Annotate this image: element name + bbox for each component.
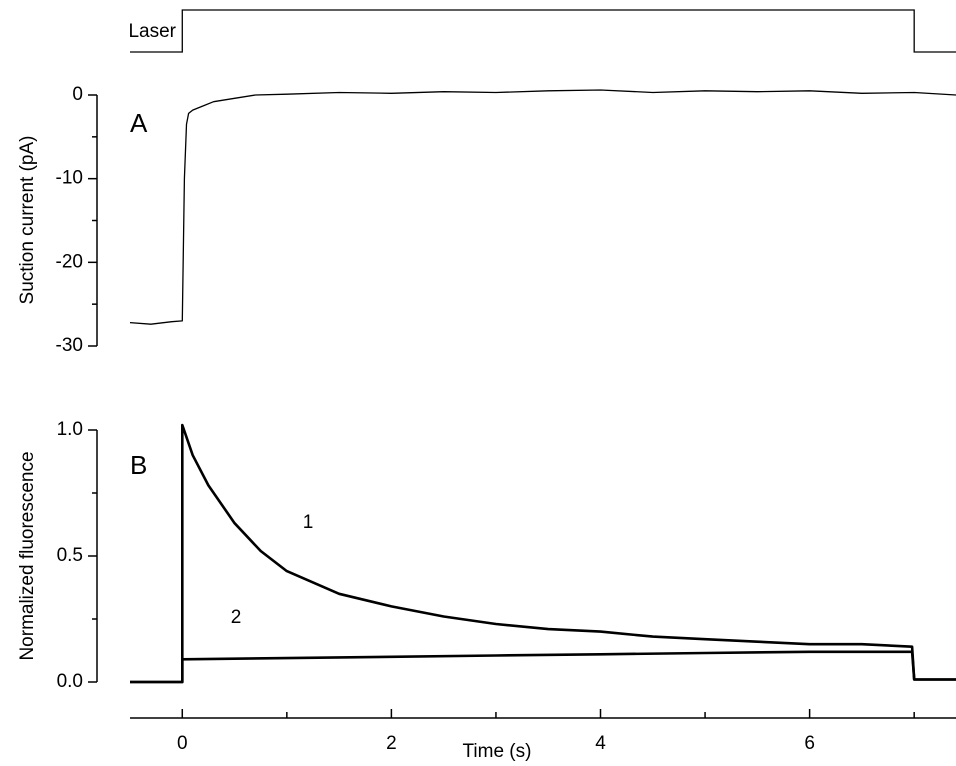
x-axis-label: Time (s) <box>463 741 532 762</box>
y-tick-label: 0.0 <box>57 671 83 692</box>
y-axis-label: Normalized fluorescence <box>17 451 38 660</box>
series-label: 1 <box>303 512 314 533</box>
y-tick-label: -30 <box>56 335 83 356</box>
trace <box>130 423 956 684</box>
trace <box>130 650 956 684</box>
x-tick-label: 2 <box>386 733 397 754</box>
y-axis-label: Suction current (pA) <box>17 136 38 305</box>
y-tick-label: 0 <box>72 84 83 105</box>
series-label: 2 <box>231 607 242 628</box>
trace <box>129 89 956 325</box>
y-tick-label: -20 <box>56 251 83 272</box>
y-tick-label: 1.0 <box>57 419 83 440</box>
laser-trace <box>130 9 956 53</box>
y-tick-label: -10 <box>56 168 83 189</box>
y-tick-label: 0.5 <box>57 545 83 566</box>
laser-label: Laser <box>128 21 176 42</box>
panel-label: A <box>130 108 148 138</box>
panel-label: B <box>130 450 147 480</box>
x-tick-label: 4 <box>595 733 606 754</box>
x-tick-label: 0 <box>177 733 188 754</box>
x-tick-label: 6 <box>804 733 815 754</box>
